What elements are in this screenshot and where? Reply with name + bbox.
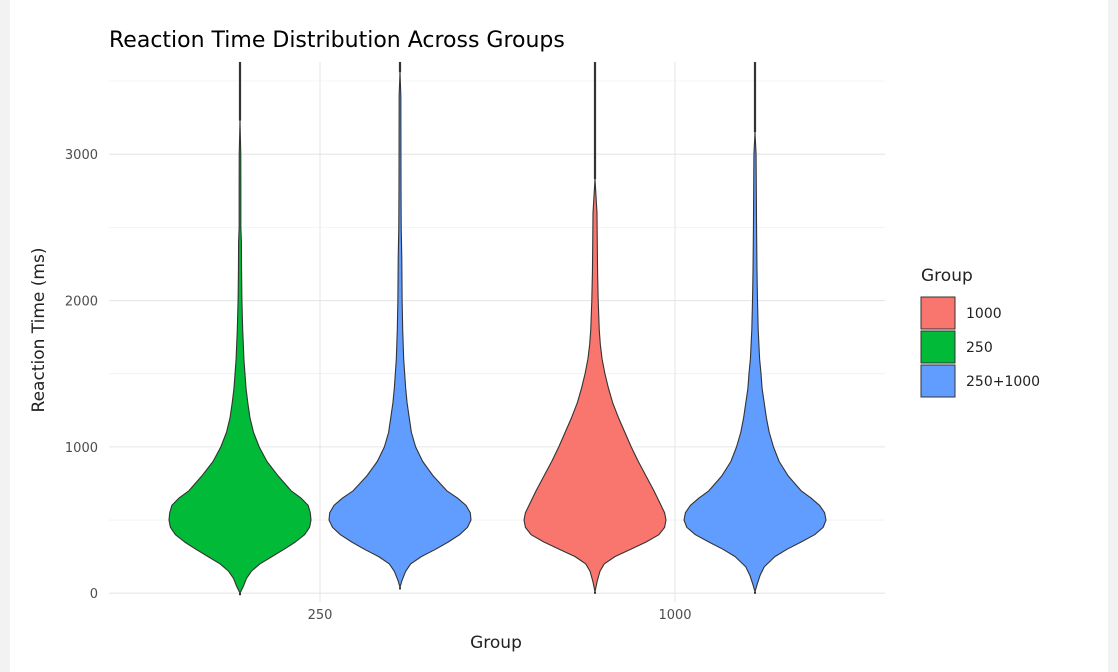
x-tick-label: 250 [308, 608, 333, 623]
violin-layer [168, 62, 827, 596]
legend: Group 1000 250 250+1000 [920, 266, 1040, 398]
x-tick-label: 1000 [658, 608, 691, 623]
y-tick-label: 0 [90, 587, 98, 602]
y-tick-labels: 0 1000 2000 3000 [65, 148, 98, 602]
violin-1000-250+1000 [683, 131, 827, 593]
x-tick-labels: 250 1000 [308, 608, 692, 623]
y-tick-label: 2000 [65, 295, 98, 310]
y-tick-label: 1000 [65, 441, 98, 456]
legend-label: 1000 [966, 306, 1002, 322]
legend-label: 250+1000 [966, 374, 1040, 390]
legend-swatch [920, 296, 956, 330]
legend-swatch [920, 364, 956, 398]
violin-250-250+1000 [328, 71, 472, 588]
y-axis-title: Reaction Time (ms) [29, 248, 49, 413]
legend-swatch [920, 330, 956, 364]
chart-title: Reaction Time Distribution Across Groups [109, 28, 565, 53]
x-axis-title: Group [470, 633, 522, 653]
violin-250-250 [168, 119, 312, 594]
legend-title: Group [921, 266, 973, 286]
legend-label: 250 [966, 340, 993, 356]
y-tick-label: 3000 [65, 148, 98, 163]
violin-1000-1000 [523, 178, 667, 593]
